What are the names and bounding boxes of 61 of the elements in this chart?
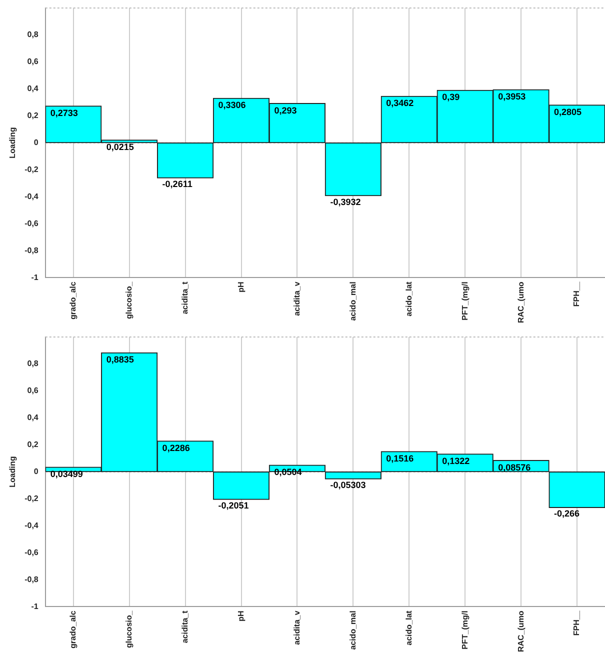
- y-tick-label: -0,4: [24, 520, 39, 530]
- y-tick-label: -1: [31, 602, 39, 611]
- data-label: 0,3462: [386, 98, 414, 108]
- x-tick-label: pH: [236, 281, 246, 292]
- data-label: -0,05303: [330, 480, 366, 490]
- x-tick-label: acidita_v: [292, 610, 302, 645]
- data-label: -0,2611: [162, 179, 192, 190]
- data-label: 0,39: [442, 92, 460, 102]
- data-label: 0,2733: [50, 108, 78, 118]
- x-tick-label: acido_lat: [404, 610, 414, 646]
- y-tick-label: -0,6: [24, 548, 39, 557]
- x-tick-label: pH: [236, 610, 246, 622]
- x-tick-label: grado_alc: [68, 610, 78, 648]
- y-tick-label: 0,8: [27, 30, 39, 40]
- x-tick-label: FPH__: [572, 610, 582, 636]
- data-label: 0,3953: [498, 92, 526, 102]
- x-tick-label: FPH__: [572, 281, 582, 307]
- y-tick-label: 0,8: [27, 359, 39, 368]
- data-label: 0,08576: [498, 462, 531, 472]
- x-tick-label: acido_lat: [404, 281, 414, 316]
- y-tick-label: -0,8: [24, 574, 39, 584]
- data-label: 0,8835: [106, 354, 134, 365]
- y-tick-label: 0,2: [27, 440, 39, 450]
- y-axis-title: Loading: [8, 127, 18, 158]
- data-label: 0,1516: [386, 453, 414, 464]
- data-label: 0,3306: [218, 100, 246, 110]
- x-tick-label: acido_mal: [348, 282, 358, 321]
- y-tick-label: -0,8: [24, 246, 39, 255]
- data-label: 0,2286: [162, 442, 190, 453]
- x-tick-label: acidita_t: [180, 281, 190, 314]
- y-tick-label: 0,4: [27, 84, 39, 94]
- y-tick-label: -0,6: [24, 218, 39, 228]
- x-tick-label: RAC_(umo: [516, 610, 526, 652]
- y-tick-label: 0,6: [27, 386, 39, 396]
- x-tick-label: acidita_t: [180, 610, 190, 644]
- x-tick-label: glucosio_: [124, 610, 134, 648]
- y-tick-label: -0,4: [24, 192, 39, 201]
- y-tick-label: 0: [34, 467, 39, 476]
- x-tick-label: glucosio_: [124, 281, 134, 320]
- data-label: 0,0215: [106, 142, 134, 152]
- x-tick-label: grado_alc: [68, 281, 78, 320]
- data-label: 0,293: [274, 105, 297, 116]
- y-tick-label: -1: [31, 272, 39, 282]
- y-tick-label: 0: [34, 138, 39, 148]
- x-tick-label: PFT_(mg/l: [460, 610, 470, 650]
- y-tick-label: -0,2: [24, 494, 39, 504]
- data-label: -0,2051: [218, 500, 249, 510]
- y-axis-title: Loading: [8, 456, 18, 488]
- data-label: -0,266: [554, 508, 580, 519]
- x-tick-label: acido_mal: [348, 610, 358, 650]
- data-label: 0,03499: [50, 469, 83, 480]
- y-tick-label: 0,6: [27, 57, 39, 66]
- x-tick-label: acidita_v: [292, 281, 302, 316]
- y-tick-label: 0,4: [27, 413, 39, 422]
- y-tick-label: 0,2: [27, 111, 39, 120]
- data-label: -0,3932: [330, 196, 361, 207]
- data-label: 0,1322: [442, 456, 470, 466]
- x-tick-label: PFT_(mg/l: [460, 282, 470, 320]
- y-tick-label: -0,2: [24, 165, 39, 174]
- x-tick-label: RAC_(umo: [516, 282, 526, 324]
- data-label: 0,2805: [554, 106, 582, 117]
